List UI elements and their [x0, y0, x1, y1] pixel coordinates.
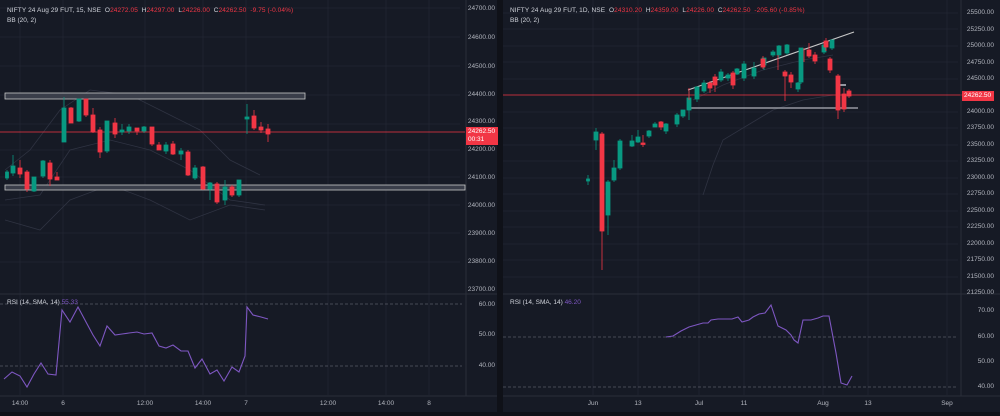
price-axis-label: 24600.00: [467, 34, 495, 41]
time-axis-label: Jun: [587, 400, 599, 407]
rsi-value: 55.33: [61, 299, 78, 306]
right-chart-pane[interactable]: NIFTY 24 Aug 29 FUT, 1D, NSE O24310.20 H…: [503, 0, 1000, 412]
time-axis-label: 14:00: [194, 400, 212, 407]
rsi-label: RSI (14, SMA, 14): [7, 299, 60, 306]
price-axis-label: 21250.00: [966, 289, 994, 296]
resistance-zone[interactable]: [4, 92, 306, 100]
price-axis-label: 23800.00: [467, 258, 495, 265]
price-axis-label: 24500.00: [467, 63, 495, 70]
current-price: 24262.50: [468, 128, 496, 135]
price-axis-label: 23500.00: [966, 141, 994, 148]
time-axis-label: 12:00: [136, 400, 154, 407]
rsi-axis-label: 60.00: [977, 333, 994, 340]
time-axis-label: 12:00: [319, 400, 337, 407]
time-axis-label: 14:00: [377, 400, 395, 407]
left-change: -9.75 (-0.04%): [250, 7, 294, 14]
price-axis-label: 25500.00: [966, 9, 994, 16]
left-chart-pane[interactable]: NIFTY 24 Aug 29 FUT, 15, NSE O24272.05 H…: [0, 0, 498, 412]
left-low: 24226.00: [182, 7, 210, 14]
left-ohlc-legend: NIFTY 24 Aug 29 FUT, 15, NSE O24272.05 H…: [7, 7, 293, 14]
low-label: L: [682, 7, 687, 14]
left-rsi-legend[interactable]: RSI (14, SMA, 14) 55.33: [7, 299, 78, 306]
left-high: 24297.00: [146, 7, 175, 14]
left-bb-indicator-label[interactable]: BB (20, 2): [7, 17, 37, 24]
price-axis-label: 24750.00: [966, 59, 994, 66]
price-axis-label: 23000.00: [966, 174, 994, 181]
time-axis-label: 14:00: [11, 400, 29, 407]
price-axis-label: 22500.00: [966, 207, 994, 214]
price-axis-label: 24000.00: [467, 202, 495, 209]
time-axis-label: Sep: [941, 400, 953, 407]
left-chart-canvas[interactable]: [0, 0, 497, 412]
price-axis-label: 24400.00: [467, 91, 495, 98]
price-axis-label: 23250.00: [966, 157, 994, 164]
left-open: 24272.05: [110, 7, 138, 14]
current-price: 24262.50: [964, 92, 992, 99]
right-symbol: NIFTY 24 Aug 29 FUT, 1D, NSE: [510, 7, 606, 14]
right-current-price-tag: 24262.50: [962, 91, 994, 101]
high-label: H: [645, 7, 651, 14]
time-axis-label: Jul: [694, 400, 704, 407]
time-axis-label: 13: [864, 400, 872, 407]
right-chart-canvas[interactable]: [503, 0, 1000, 412]
price-axis-label: 25250.00: [966, 26, 994, 33]
rsi-axis-label: 50.00: [977, 358, 994, 365]
right-low: 24226.00: [686, 7, 715, 14]
price-axis-label: 22750.00: [966, 190, 994, 197]
price-axis-label: 23900.00: [467, 230, 495, 237]
rsi-axis-label: 50.00: [478, 331, 495, 338]
right-rsi-legend[interactable]: RSI (14, SMA, 14) 46.20: [510, 299, 581, 306]
time-axis-label: 11: [740, 400, 748, 407]
left-symbol: NIFTY 24 Aug 29 FUT, 15, NSE: [7, 7, 102, 14]
rsi-line: [665, 303, 853, 386]
right-open: 24310.20: [614, 7, 643, 14]
rsi-line: [3, 305, 269, 389]
time-axis-label: Aug: [817, 400, 829, 407]
right-change: -205.60 (-0.85%): [754, 7, 805, 14]
right-high: 24359.00: [650, 7, 679, 14]
price-axis-label: 21750.00: [966, 256, 994, 263]
time-axis-label: 7: [244, 400, 248, 407]
price-axis-label: 22250.00: [966, 223, 994, 230]
candles: [5, 97, 271, 205]
time-axis-label: 13: [634, 400, 642, 407]
price-axis-label: 24700.00: [467, 5, 495, 12]
open-label: O: [608, 7, 615, 14]
price-axis-label: 21500.00: [966, 273, 994, 280]
close-label: C: [213, 7, 219, 14]
price-axis-label: 24000.00: [966, 108, 994, 115]
left-close: 24262.50: [218, 7, 247, 14]
support-zone[interactable]: [4, 184, 466, 191]
time-axis-label: 8: [427, 400, 431, 407]
right-close: 24262.50: [722, 7, 751, 14]
rsi-label: RSI (14, SMA, 14): [510, 299, 563, 306]
right-ohlc-legend: NIFTY 24 Aug 29 FUT, 1D, NSE O24310.20 H…: [510, 7, 805, 14]
price-axis-label: 24100.00: [467, 174, 495, 181]
time-axis-label: 6: [61, 400, 65, 407]
rsi-value: 46.20: [564, 299, 581, 306]
price-axis-label: 24500.00: [966, 75, 994, 82]
price-axis-label: 25000.00: [966, 42, 994, 49]
price-axis-label: 24300.00: [467, 118, 495, 125]
open-label: O: [104, 7, 111, 14]
price-axis-label: 22000.00: [966, 240, 994, 247]
rsi-axis-label: 40.00: [977, 383, 994, 390]
high-label: H: [141, 7, 147, 14]
right-bb-indicator-label[interactable]: BB (20, 2): [510, 17, 540, 24]
price-axis-label: 23750.00: [966, 124, 994, 131]
rsi-axis-label: 70.00: [977, 307, 994, 314]
rsi-axis-label: 60.00: [478, 301, 495, 308]
rsi-axis-label: 40.00: [478, 362, 495, 369]
price-axis-label: 23700.00: [467, 286, 495, 293]
close-label: C: [717, 7, 723, 14]
price-axis-label: 24200.00: [467, 146, 495, 153]
left-current-price-tag: 24262.50 00:31: [466, 127, 498, 145]
bar-countdown: 00:31: [468, 136, 485, 143]
low-label: L: [178, 7, 183, 14]
